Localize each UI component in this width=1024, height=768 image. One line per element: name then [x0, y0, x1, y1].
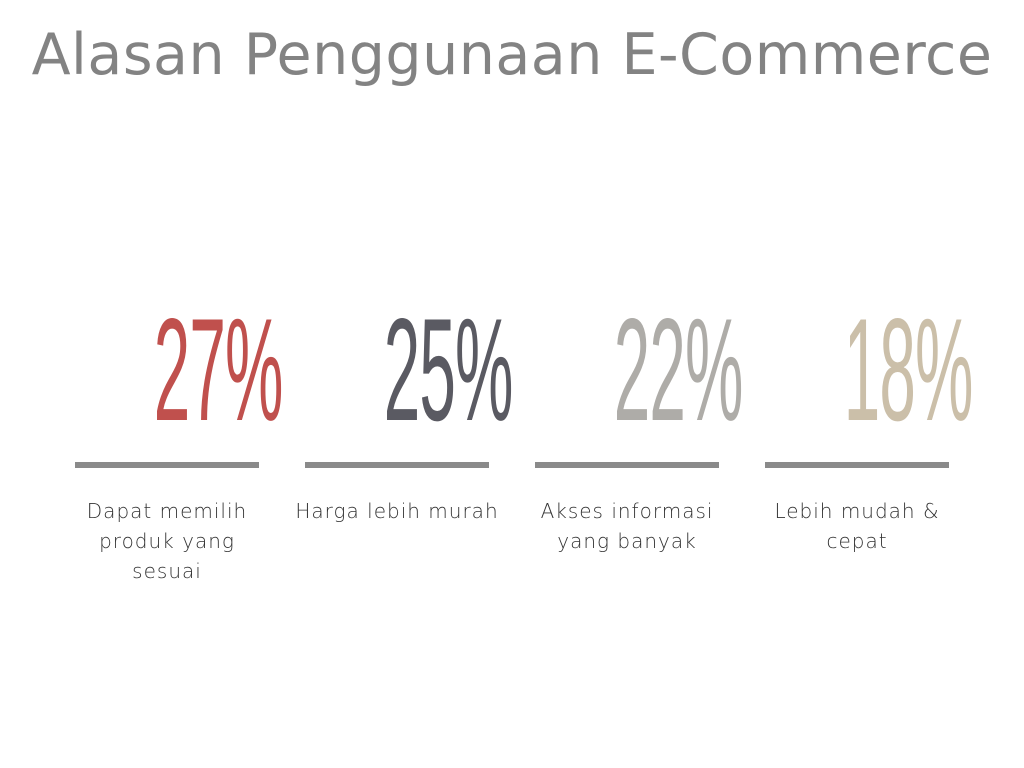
stat-value: 25%: [305, 297, 514, 443]
stat-card: 25% Harga lebih murah: [295, 297, 514, 600]
stat-label: Lebih mudah & cepat: [774, 499, 940, 553]
stat-label: Akses informasi yang banyak: [540, 499, 714, 553]
page-title: Alasan Penggunaan E-Commerce: [31, 22, 993, 88]
stat-value-text: 25%: [383, 288, 514, 451]
stat-value-text: 18%: [843, 288, 974, 451]
divider: [305, 462, 489, 468]
stat-label: Harga lebih murah: [295, 499, 499, 523]
stat-card: 27% Dapat memilih produk yang sesuai: [75, 297, 284, 600]
divider: [765, 462, 949, 468]
stat-value-text: 22%: [613, 288, 744, 451]
stat-value: 27%: [75, 297, 284, 443]
stat-label: Dapat memilih produk yang sesuai: [86, 499, 248, 583]
divider: [535, 462, 719, 468]
stat-card: 18% Lebih mudah & cepat: [765, 297, 974, 600]
stat-value: 22%: [535, 297, 744, 443]
stat-card: 22% Akses informasi yang banyak: [535, 297, 744, 600]
stat-value: 18%: [765, 297, 974, 443]
divider: [75, 462, 259, 468]
stat-value-text: 27%: [153, 288, 284, 451]
